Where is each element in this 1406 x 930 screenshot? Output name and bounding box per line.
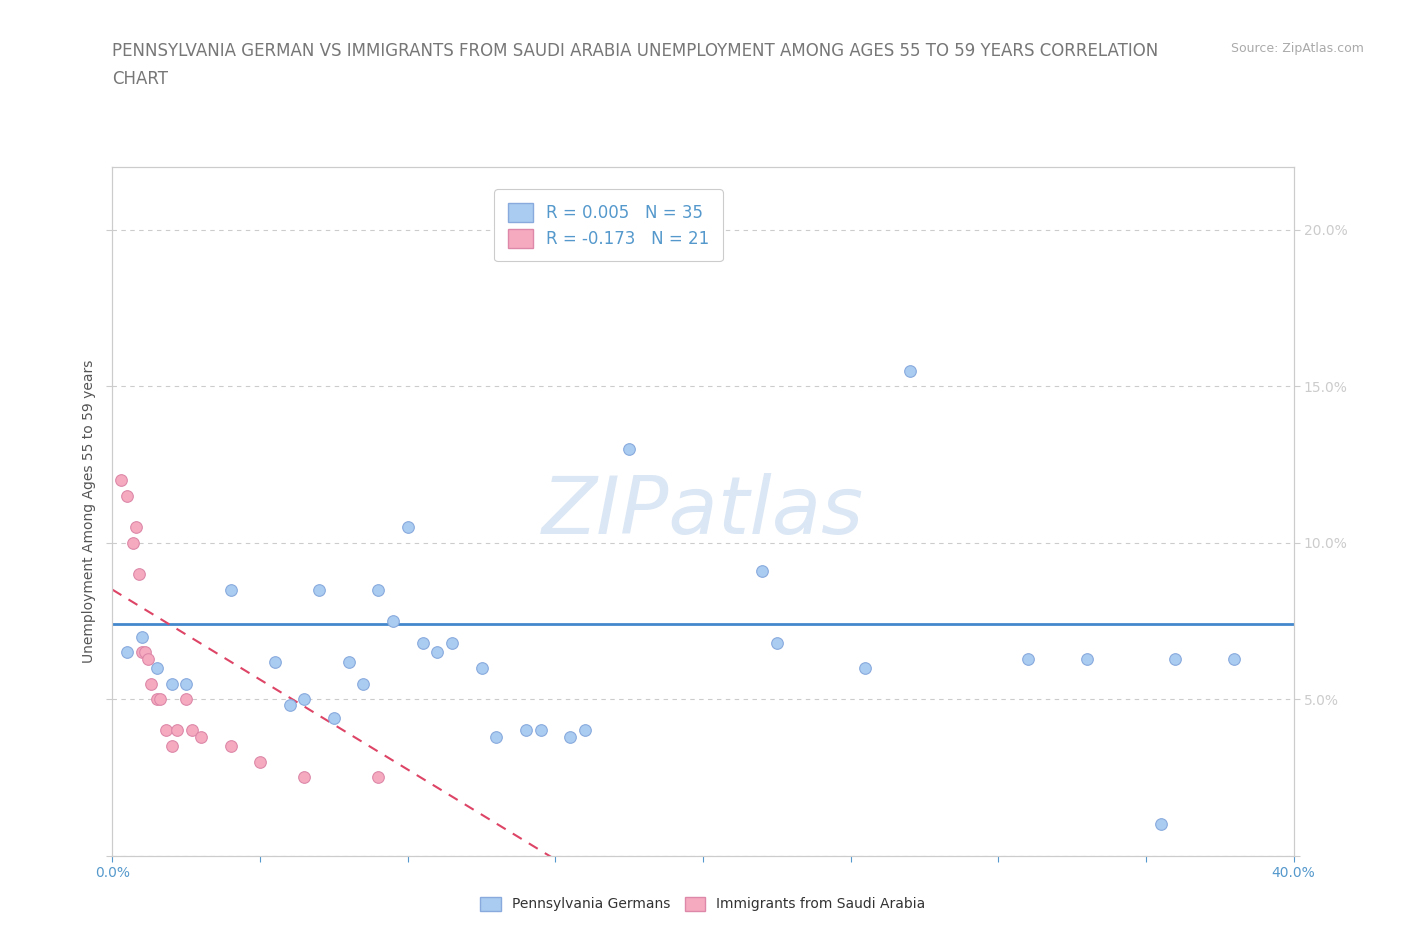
Point — [249, 754, 271, 769]
Point — [146, 692, 169, 707]
Point — [308, 582, 330, 597]
Point — [128, 566, 150, 581]
Point — [1017, 651, 1039, 666]
Point — [323, 711, 346, 725]
Point — [292, 692, 315, 707]
Point — [411, 635, 433, 650]
Point — [574, 723, 596, 737]
Point — [1076, 651, 1098, 666]
Point — [558, 729, 582, 744]
Y-axis label: Unemployment Among Ages 55 to 59 years: Unemployment Among Ages 55 to 59 years — [82, 360, 96, 663]
Point — [1150, 817, 1173, 831]
Point — [337, 654, 360, 669]
Point — [515, 723, 537, 737]
Point — [1164, 651, 1187, 666]
Point — [426, 644, 449, 659]
Text: ZIPatlas: ZIPatlas — [541, 472, 865, 551]
Point — [441, 635, 464, 650]
Point — [766, 635, 789, 650]
Point — [117, 488, 138, 503]
Point — [166, 723, 188, 737]
Point — [529, 723, 551, 737]
Point — [292, 770, 315, 785]
Point — [139, 676, 162, 691]
Point — [155, 723, 177, 737]
Point — [181, 723, 204, 737]
Point — [110, 472, 132, 487]
Text: CHART: CHART — [112, 70, 169, 87]
Point — [149, 692, 172, 707]
Point — [278, 698, 301, 713]
Point — [136, 651, 159, 666]
Point — [174, 676, 197, 691]
Point — [117, 644, 138, 659]
Point — [125, 520, 148, 535]
Point — [131, 630, 153, 644]
Point — [751, 564, 773, 578]
Point — [367, 582, 389, 597]
Point — [855, 660, 877, 675]
Text: Source: ZipAtlas.com: Source: ZipAtlas.com — [1230, 42, 1364, 55]
Legend: Pennsylvania Germans, Immigrants from Saudi Arabia: Pennsylvania Germans, Immigrants from Sa… — [474, 890, 932, 919]
Legend: R = 0.005   N = 35, R = -0.173   N = 21: R = 0.005 N = 35, R = -0.173 N = 21 — [495, 190, 723, 261]
Point — [898, 364, 921, 379]
Point — [134, 644, 156, 659]
Point — [1223, 651, 1246, 666]
Point — [382, 614, 405, 629]
Text: PENNSYLVANIA GERMAN VS IMMIGRANTS FROM SAUDI ARABIA UNEMPLOYMENT AMONG AGES 55 T: PENNSYLVANIA GERMAN VS IMMIGRANTS FROM S… — [112, 42, 1159, 60]
Point — [485, 729, 508, 744]
Point — [619, 442, 641, 457]
Point — [396, 520, 419, 535]
Point — [190, 729, 212, 744]
Point — [367, 770, 389, 785]
Point — [160, 676, 183, 691]
Point — [160, 738, 183, 753]
Point — [146, 660, 169, 675]
Point — [264, 654, 287, 669]
Point — [122, 536, 145, 551]
Point — [219, 582, 242, 597]
Point — [174, 692, 197, 707]
Point — [219, 738, 242, 753]
Point — [470, 660, 494, 675]
Point — [352, 676, 374, 691]
Point — [131, 644, 153, 659]
